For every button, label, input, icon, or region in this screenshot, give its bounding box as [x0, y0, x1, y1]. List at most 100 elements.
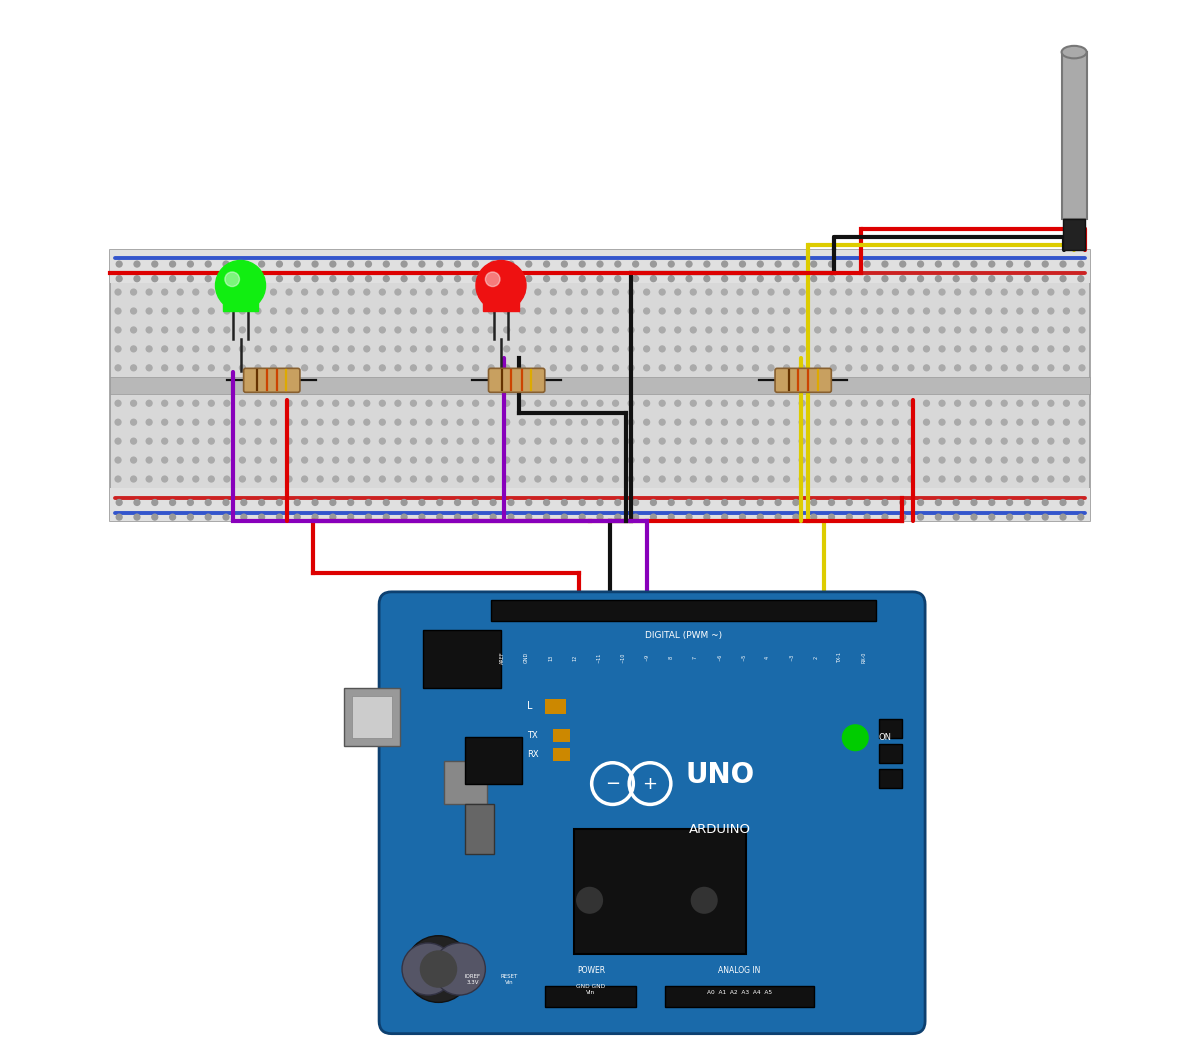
Circle shape [598, 514, 602, 520]
Circle shape [650, 276, 656, 281]
Circle shape [437, 499, 443, 505]
Circle shape [224, 346, 229, 352]
Circle shape [241, 276, 247, 281]
Circle shape [270, 476, 276, 482]
Circle shape [1048, 327, 1054, 332]
Circle shape [457, 476, 463, 482]
FancyBboxPatch shape [244, 368, 300, 393]
Circle shape [706, 457, 712, 463]
Circle shape [643, 476, 649, 482]
Circle shape [643, 308, 649, 314]
Circle shape [940, 327, 944, 332]
Circle shape [256, 476, 260, 482]
Circle shape [383, 276, 389, 281]
Circle shape [457, 327, 463, 332]
Circle shape [659, 439, 665, 444]
Circle shape [115, 327, 121, 332]
Circle shape [442, 308, 448, 314]
Circle shape [877, 289, 883, 295]
Circle shape [473, 276, 479, 281]
Circle shape [674, 327, 680, 332]
Circle shape [178, 400, 184, 406]
Circle shape [598, 400, 602, 406]
Circle shape [317, 327, 323, 332]
Circle shape [116, 514, 122, 520]
Circle shape [704, 499, 709, 505]
Circle shape [598, 308, 602, 314]
Circle shape [815, 400, 821, 406]
Circle shape [520, 439, 526, 444]
Circle shape [628, 476, 634, 482]
Circle shape [752, 308, 758, 314]
Circle shape [152, 276, 157, 281]
Circle shape [348, 289, 354, 295]
Circle shape [668, 262, 674, 267]
Circle shape [1079, 457, 1085, 463]
Circle shape [476, 260, 526, 311]
Circle shape [162, 400, 168, 406]
Circle shape [270, 308, 276, 314]
Circle shape [799, 365, 805, 371]
Circle shape [193, 439, 199, 444]
Bar [223, 288, 258, 311]
Circle shape [240, 439, 245, 444]
Circle shape [442, 289, 448, 295]
Circle shape [953, 499, 959, 505]
Circle shape [1001, 476, 1007, 482]
Circle shape [504, 457, 510, 463]
Circle shape [410, 308, 416, 314]
Circle shape [366, 262, 372, 267]
Circle shape [632, 514, 638, 520]
Circle shape [721, 346, 727, 352]
Bar [545, 699, 566, 714]
Circle shape [768, 400, 774, 406]
Circle shape [971, 365, 976, 371]
Circle shape [491, 276, 496, 281]
Circle shape [330, 514, 336, 520]
Circle shape [301, 457, 307, 463]
Circle shape [580, 499, 586, 505]
Circle shape [348, 419, 354, 425]
Text: ~9: ~9 [644, 654, 649, 662]
Ellipse shape [1062, 46, 1087, 58]
Circle shape [276, 514, 282, 520]
Circle shape [169, 499, 175, 505]
Circle shape [205, 276, 211, 281]
Circle shape [178, 365, 184, 371]
Circle shape [877, 308, 883, 314]
Circle shape [508, 499, 514, 505]
Circle shape [504, 476, 510, 482]
Circle shape [1016, 476, 1022, 482]
Circle shape [270, 400, 276, 406]
Circle shape [348, 276, 354, 281]
Circle shape [383, 499, 389, 505]
Circle shape [410, 327, 416, 332]
Circle shape [643, 346, 649, 352]
Circle shape [643, 400, 649, 406]
Circle shape [985, 308, 991, 314]
Circle shape [317, 400, 323, 406]
Bar [878, 719, 901, 738]
Circle shape [270, 365, 276, 371]
Circle shape [721, 514, 727, 520]
Circle shape [799, 419, 805, 425]
Circle shape [1079, 346, 1085, 352]
Circle shape [473, 400, 479, 406]
Circle shape [256, 289, 260, 295]
Circle shape [457, 308, 463, 314]
Circle shape [146, 289, 152, 295]
Circle shape [566, 400, 572, 406]
Circle shape [846, 276, 852, 281]
Circle shape [473, 289, 479, 295]
Circle shape [877, 476, 883, 482]
Text: GND: GND [524, 652, 529, 664]
Circle shape [598, 346, 602, 352]
Circle shape [240, 419, 245, 425]
Circle shape [1001, 346, 1007, 352]
Circle shape [364, 289, 370, 295]
Circle shape [690, 346, 696, 352]
Circle shape [893, 308, 899, 314]
Bar [878, 744, 901, 763]
Circle shape [286, 439, 292, 444]
Circle shape [270, 327, 276, 332]
